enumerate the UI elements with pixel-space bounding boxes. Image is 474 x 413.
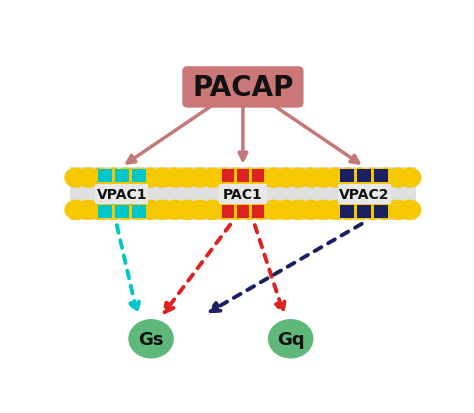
Circle shape	[348, 168, 372, 188]
Circle shape	[274, 168, 298, 188]
Text: PAC1: PAC1	[223, 187, 263, 201]
Bar	[221, 206, 234, 219]
Circle shape	[64, 200, 88, 221]
Circle shape	[250, 168, 273, 188]
Bar	[337, 184, 391, 204]
Circle shape	[77, 200, 100, 221]
Circle shape	[268, 319, 313, 358]
Circle shape	[175, 168, 199, 188]
Bar	[340, 170, 355, 183]
Circle shape	[151, 200, 174, 221]
Circle shape	[385, 168, 409, 188]
Bar	[374, 170, 388, 183]
Bar	[115, 206, 129, 219]
Circle shape	[151, 168, 174, 188]
Circle shape	[274, 200, 298, 221]
Circle shape	[398, 168, 421, 188]
Circle shape	[225, 168, 248, 188]
Circle shape	[89, 168, 113, 188]
Bar	[357, 206, 371, 219]
Bar	[70, 168, 416, 221]
Circle shape	[126, 200, 150, 221]
Circle shape	[336, 168, 360, 188]
Bar	[131, 206, 146, 219]
Bar	[115, 170, 129, 183]
Circle shape	[373, 200, 397, 221]
Text: VPAC2: VPAC2	[339, 187, 390, 201]
Circle shape	[175, 200, 199, 221]
Bar	[95, 184, 148, 204]
Circle shape	[163, 168, 187, 188]
Bar	[252, 206, 264, 219]
Circle shape	[201, 168, 224, 188]
Circle shape	[324, 200, 347, 221]
Bar	[237, 170, 249, 183]
Circle shape	[101, 168, 125, 188]
Circle shape	[373, 168, 397, 188]
Circle shape	[138, 168, 162, 188]
Bar	[219, 184, 267, 204]
Bar	[374, 206, 388, 219]
Circle shape	[324, 168, 347, 188]
Circle shape	[126, 168, 150, 188]
Circle shape	[336, 200, 360, 221]
Circle shape	[188, 200, 211, 221]
Circle shape	[287, 168, 310, 188]
Bar	[98, 206, 112, 219]
Bar	[252, 170, 264, 183]
Circle shape	[311, 200, 335, 221]
Circle shape	[77, 168, 100, 188]
Text: VPAC1: VPAC1	[96, 187, 147, 201]
Bar	[221, 170, 234, 183]
Bar	[237, 206, 249, 219]
Circle shape	[225, 200, 248, 221]
Text: Gs: Gs	[138, 330, 164, 348]
Circle shape	[398, 200, 421, 221]
Bar	[98, 170, 112, 183]
Circle shape	[250, 200, 273, 221]
Circle shape	[89, 200, 113, 221]
Text: PACAP: PACAP	[192, 74, 293, 102]
Circle shape	[201, 200, 224, 221]
Circle shape	[361, 200, 384, 221]
Circle shape	[163, 200, 187, 221]
Circle shape	[128, 319, 174, 358]
Bar	[340, 206, 355, 219]
Bar	[131, 170, 146, 183]
Circle shape	[188, 168, 211, 188]
Circle shape	[237, 168, 261, 188]
Circle shape	[262, 200, 285, 221]
Circle shape	[213, 200, 236, 221]
Circle shape	[311, 168, 335, 188]
Circle shape	[101, 200, 125, 221]
Circle shape	[348, 200, 372, 221]
Circle shape	[138, 200, 162, 221]
Circle shape	[361, 168, 384, 188]
Circle shape	[237, 200, 261, 221]
Text: Gq: Gq	[277, 330, 304, 348]
Circle shape	[64, 168, 88, 188]
Circle shape	[299, 168, 323, 188]
Circle shape	[262, 168, 285, 188]
Circle shape	[287, 200, 310, 221]
Circle shape	[114, 200, 137, 221]
Circle shape	[299, 200, 323, 221]
Circle shape	[114, 168, 137, 188]
Circle shape	[213, 168, 236, 188]
Bar	[357, 170, 371, 183]
Circle shape	[385, 200, 409, 221]
FancyBboxPatch shape	[182, 67, 303, 108]
